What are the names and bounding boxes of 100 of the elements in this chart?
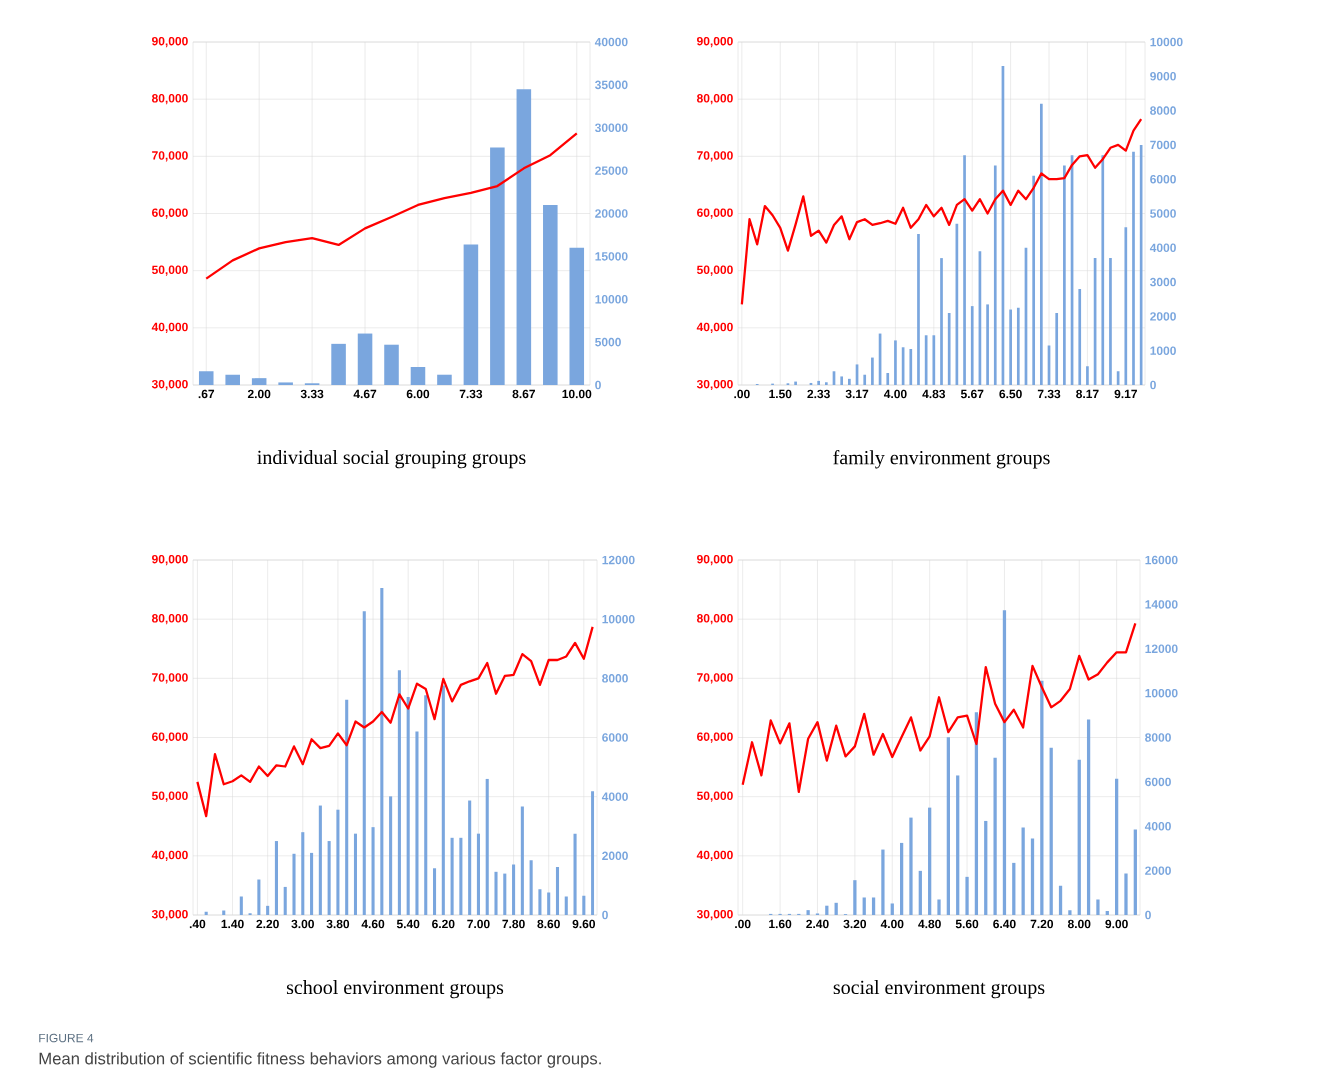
x-tick-label: 4.00 [883, 389, 907, 399]
y-tick-label: 50,000 [151, 265, 188, 276]
x-tick-label: 3.80 [326, 919, 350, 929]
y2-tick-label: 25000 [595, 166, 628, 175]
x-tick-label: 2.40 [806, 919, 829, 929]
bar [1040, 680, 1044, 916]
y2-tick-label: 15000 [595, 252, 628, 261]
x-tick-label: 8.60 [537, 919, 560, 929]
bar [940, 258, 943, 386]
bar [437, 374, 452, 385]
y-tick-label: 70,000 [697, 673, 733, 684]
bar [266, 905, 270, 916]
x-tick-label: 6.40 [993, 919, 1016, 929]
y-tick-label: 30,000 [696, 909, 733, 921]
x-tick-label: 6.00 [406, 389, 430, 399]
x-tick-label: 4.00 [880, 919, 904, 929]
x-tick-label: 7.00 [467, 919, 490, 929]
bar [569, 247, 585, 385]
bar [512, 864, 516, 916]
y-tick-label: 70,000 [152, 673, 188, 684]
x-tick-label: 6.50 [999, 389, 1022, 399]
y2-tick-label: 6000 [602, 733, 628, 742]
x-tick-label: 9.00 [1105, 919, 1128, 929]
x-tick-label: 5.40 [396, 919, 420, 929]
bar [993, 757, 997, 916]
x-tick-label: 1.40 [221, 919, 244, 929]
bar [198, 371, 214, 385]
bar [1132, 151, 1135, 386]
x-tick-label: .67 [198, 389, 215, 399]
y-tick-label: 70,000 [697, 151, 733, 162]
y2-tick-label: 14000 [1145, 600, 1178, 609]
bar [591, 791, 595, 916]
y-tick-label: 70,000 [152, 151, 188, 162]
bar [564, 896, 568, 916]
y-tick-label: 30,000 [696, 379, 733, 391]
bar [993, 165, 997, 386]
y2-tick-label: 2000 [1145, 866, 1171, 875]
y2-tick-label: 0 [595, 380, 601, 390]
bar [917, 234, 920, 386]
x-tick-label: 4.60 [361, 919, 385, 929]
y2-tick-label: 5000 [595, 337, 621, 347]
bar [225, 374, 240, 385]
bar [410, 366, 426, 385]
y-tick-label: 80,000 [696, 94, 733, 105]
y2-tick-label: 4000 [1144, 822, 1171, 831]
bar [1016, 307, 1020, 386]
bar [490, 147, 505, 385]
bar [582, 895, 586, 916]
x-tick-label: 3.20 [843, 919, 867, 929]
bar [862, 897, 866, 916]
y2-tick-label: 8000 [1145, 733, 1171, 742]
x-tick-label: 1.50 [769, 389, 792, 399]
bar [890, 903, 894, 916]
y2-tick-label: 35000 [594, 80, 628, 90]
bar [932, 335, 936, 386]
bar [928, 807, 932, 916]
x-tick-label: 4.83 [922, 389, 946, 399]
y-tick-label: 80,000 [696, 614, 733, 625]
bar [918, 870, 922, 916]
bar [424, 695, 428, 916]
bar [573, 833, 577, 916]
bar [301, 832, 305, 916]
bar [529, 860, 533, 916]
bar [283, 886, 287, 916]
bar [1133, 829, 1137, 916]
y2-tick-label: 2000 [1150, 312, 1176, 321]
y2-tick-label: 3000 [1150, 277, 1176, 287]
y-tick-label: 50,000 [696, 265, 733, 276]
x-tick-label: 7.33 [1037, 389, 1061, 399]
bar [1002, 610, 1007, 916]
y2-tick-label: 30000 [594, 123, 628, 132]
y2-tick-label: 7000 [1150, 140, 1176, 150]
bar [1115, 778, 1119, 916]
bar [463, 244, 479, 385]
y2-tick-label: 12000 [1145, 644, 1178, 654]
line-series [740, 118, 1143, 306]
bar [1032, 175, 1036, 386]
x-tick-label: 8.17 [1076, 389, 1099, 399]
bar [886, 373, 890, 386]
bar [848, 378, 851, 386]
y-tick-label: 40,000 [696, 850, 733, 861]
bar [353, 833, 358, 916]
y2-tick-label: 6000 [1150, 174, 1176, 184]
bar [871, 897, 876, 916]
y2-tick-label: 12000 [602, 555, 635, 565]
bar [909, 817, 913, 916]
y-tick-label: 60,000 [697, 208, 733, 219]
bar [415, 731, 419, 916]
y2-tick-label: 4000 [601, 792, 628, 801]
x-tick-label: 7.20 [1030, 919, 1054, 929]
bar [432, 868, 437, 916]
bar [840, 376, 844, 386]
y-tick-label: 50,000 [151, 791, 188, 802]
bar [1030, 838, 1035, 916]
bar [1124, 873, 1128, 916]
x-tick-label: 5.67 [960, 389, 984, 399]
bar [1049, 747, 1053, 916]
x-tick-label: 3.17 [845, 389, 869, 399]
x-tick-label: 1.60 [769, 919, 792, 929]
x-tick-label: 2.00 [247, 389, 271, 399]
